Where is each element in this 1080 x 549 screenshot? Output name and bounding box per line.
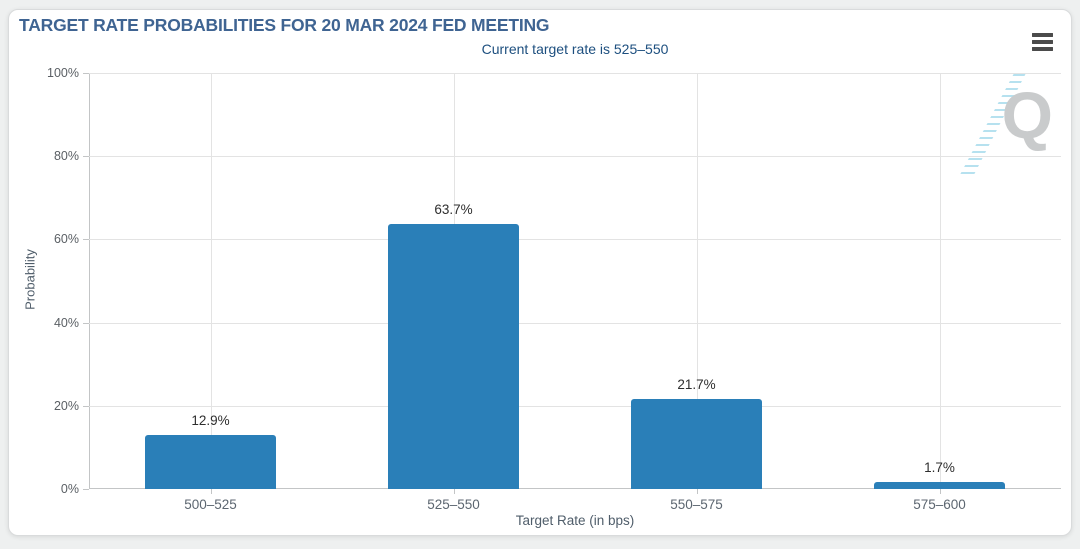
y-axis-title: Probability	[22, 249, 38, 310]
fedwatch-chart-card: TARGET RATE PROBABILITIES FOR 20 MAR 202…	[8, 9, 1072, 536]
y-tick-mark	[83, 405, 89, 407]
hamburger-menu-icon	[1032, 33, 1053, 37]
y-tick-label: 40%	[53, 315, 79, 330]
chart-subtitle: Current target rate is 525–550	[481, 41, 669, 57]
y-tick-label: 60%	[53, 232, 79, 247]
bar-value-label: 21.7%	[677, 376, 716, 392]
chart-area: Probability 0% 20% 40% 60% 80% 100% 12.9% 500–5…	[9, 10, 1073, 537]
h-gridline	[89, 405, 1061, 407]
x-axis-line	[89, 488, 1061, 489]
x-tick-mark	[696, 489, 698, 494]
y-tick-mark	[83, 239, 89, 241]
h-gridline	[89, 322, 1061, 324]
y-tick-label: 100%	[47, 66, 79, 80]
bar-value-label: 63.7%	[434, 202, 473, 217]
bar[interactable]	[631, 398, 762, 489]
bar[interactable]	[388, 224, 519, 489]
x-category-label: 575–600	[913, 497, 966, 512]
x-axis-title: Target Rate (in bps)	[515, 513, 635, 528]
x-category-label: 525–550	[427, 497, 480, 512]
hamburger-menu-icon	[1032, 40, 1053, 44]
x-tick-mark	[939, 489, 941, 494]
chart-menu-button[interactable]	[1031, 32, 1055, 52]
h-gridline	[89, 73, 1061, 74]
y-tick-mark	[83, 156, 89, 158]
bar[interactable]	[874, 481, 1005, 489]
v-gridline	[696, 73, 698, 489]
x-tick-mark	[210, 489, 212, 494]
y-tick-mark	[83, 489, 89, 490]
x-tick-mark	[453, 489, 455, 494]
h-gridline	[89, 156, 1061, 158]
plot-area: 0% 20% 40% 60% 80% 100% 12.9% 500–525 63.7% 525–5…	[47, 66, 1061, 512]
y-tick-label: 0%	[60, 482, 79, 496]
bar-value-label: 1.7%	[924, 459, 955, 475]
chart-title: TARGET RATE PROBABILITIES FOR 20 MAR 202…	[19, 15, 550, 35]
bar-value-label: 12.9%	[191, 413, 230, 429]
y-tick-mark	[83, 322, 89, 324]
hamburger-menu-icon	[1032, 47, 1053, 51]
y-axis-line	[89, 73, 90, 489]
v-gridline	[210, 73, 212, 489]
y-tick-label: 20%	[53, 398, 79, 413]
y-tick-label: 80%	[53, 149, 79, 164]
x-category-label: 550–575	[670, 497, 723, 512]
v-gridline	[939, 73, 941, 489]
h-gridline	[89, 239, 1061, 241]
y-tick-mark	[83, 73, 89, 74]
x-category-label: 500–525	[184, 497, 237, 512]
bar[interactable]	[145, 435, 276, 489]
